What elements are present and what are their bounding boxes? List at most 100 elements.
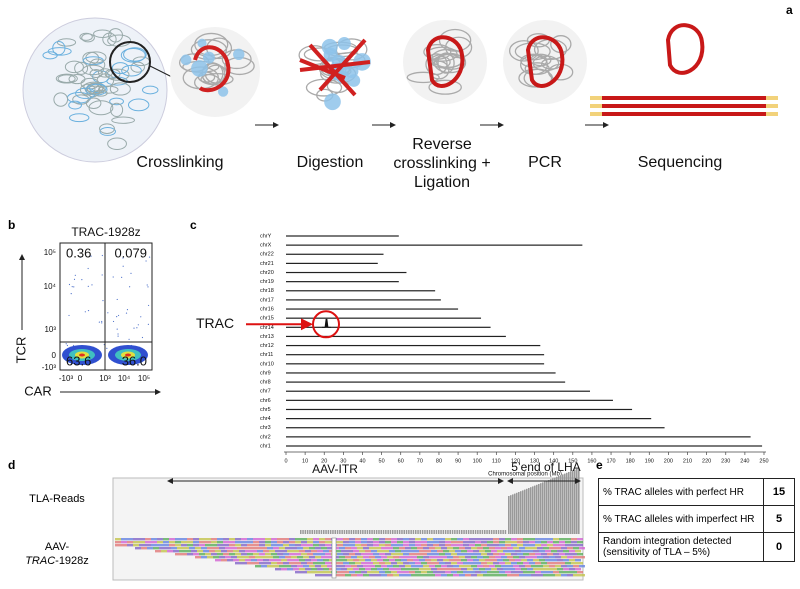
read: [283, 538, 289, 541]
read: [281, 559, 287, 562]
read: [387, 556, 393, 559]
read: [153, 547, 159, 550]
read: [493, 538, 499, 541]
chromatin: [130, 61, 145, 73]
read: [341, 550, 347, 553]
y-tick-label: chr10: [260, 361, 274, 367]
read: [353, 559, 359, 562]
x-tick-label: 150: [568, 458, 577, 464]
chromosome: [286, 244, 583, 246]
read: [541, 544, 547, 547]
coverage: [371, 530, 373, 534]
read: [465, 556, 471, 559]
table-row: Random integration detected (sensitivity…: [598, 532, 795, 562]
read: [181, 541, 187, 544]
dna-loop: [193, 45, 231, 93]
read: [505, 541, 511, 544]
chromatin: [305, 78, 343, 97]
read: [401, 568, 407, 571]
read: [383, 568, 389, 571]
chromatin: [425, 53, 448, 76]
read: [259, 562, 265, 565]
read: [291, 565, 297, 568]
event-dot: [121, 276, 123, 278]
read: [415, 541, 421, 544]
read: [519, 556, 525, 559]
read: [549, 547, 555, 550]
read: [499, 553, 505, 556]
read: [507, 556, 513, 559]
read: [253, 562, 259, 565]
read: [199, 553, 205, 556]
y-tick-label: 10³: [44, 325, 56, 334]
x-tick-label: 110: [492, 458, 501, 464]
read: [433, 571, 439, 574]
event-dot: [72, 344, 75, 347]
read: [477, 547, 483, 550]
read: [439, 571, 445, 574]
read: [567, 574, 573, 577]
coverage: [449, 530, 451, 534]
x-tick-label: 130: [530, 458, 539, 464]
read: [569, 568, 575, 571]
read: [433, 538, 439, 541]
read: [247, 553, 253, 556]
read: [357, 574, 363, 577]
read: [413, 559, 419, 562]
read: [303, 565, 309, 568]
read: [457, 562, 463, 565]
read: [417, 556, 423, 559]
chromatin: [109, 97, 124, 106]
read: [395, 568, 401, 571]
read: [451, 541, 457, 544]
coverage: [560, 475, 562, 534]
read: [259, 538, 265, 541]
read: [369, 547, 375, 550]
read: [133, 538, 139, 541]
read: [263, 550, 269, 553]
read: [301, 562, 307, 565]
read: [361, 538, 367, 541]
read: [359, 550, 365, 553]
read: [369, 565, 375, 568]
read: [483, 565, 489, 568]
y-tick-label: chr21: [260, 261, 274, 267]
event-dot: [117, 314, 120, 317]
coverage: [396, 530, 399, 534]
read: [529, 538, 535, 541]
event-dot: [141, 336, 144, 339]
read: [191, 550, 197, 553]
read: [529, 571, 535, 574]
read: [551, 559, 557, 562]
read: [387, 574, 393, 577]
read: [513, 574, 519, 577]
read: [495, 565, 501, 568]
read: [273, 565, 279, 568]
read: [435, 574, 441, 577]
read: [135, 547, 141, 550]
read: [453, 547, 459, 550]
read: [531, 565, 537, 568]
read: [403, 538, 409, 541]
read: [515, 550, 521, 553]
chromatin: [82, 56, 104, 66]
read: [319, 553, 325, 556]
read: [453, 565, 459, 568]
read: [429, 565, 435, 568]
read: [487, 541, 493, 544]
read: [357, 547, 363, 550]
read: [267, 556, 273, 559]
read: [553, 544, 559, 547]
event-dot: [136, 327, 138, 329]
read: [289, 553, 295, 556]
read: [351, 556, 357, 559]
read: [307, 544, 313, 547]
coverage: [516, 492, 518, 534]
read: [451, 562, 457, 565]
event-dot: [91, 284, 93, 286]
read: [553, 571, 559, 574]
read: [503, 559, 509, 562]
read: [319, 538, 325, 541]
x-tick-label: 220: [702, 458, 711, 464]
read: [513, 547, 519, 550]
